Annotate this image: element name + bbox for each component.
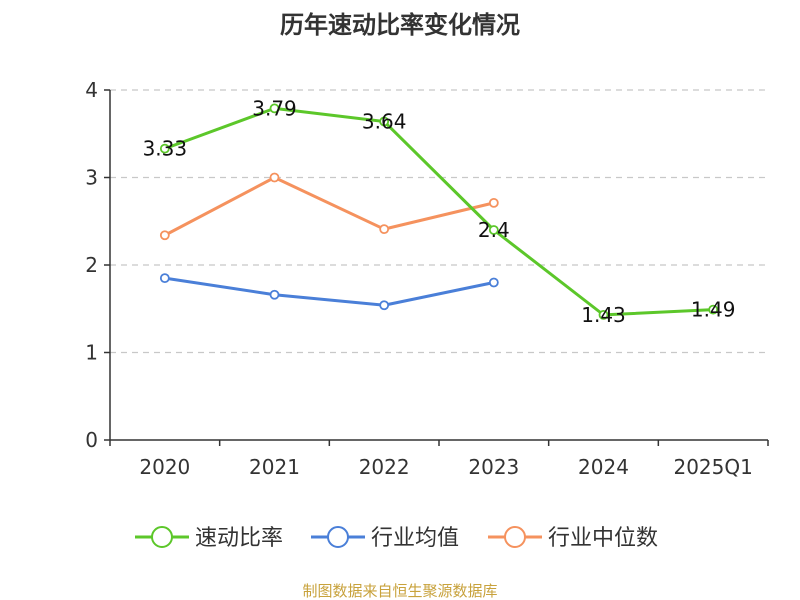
y-tick-label: 4 — [85, 78, 98, 102]
series-line-1 — [164, 276, 495, 307]
chart-title: 历年速动比率变化情况 — [280, 11, 520, 39]
data-point — [379, 116, 390, 127]
legend-label: 行业均值 — [371, 526, 459, 551]
data-point — [269, 103, 280, 114]
x-tick-label: 2024 — [578, 455, 629, 479]
data-point — [159, 143, 170, 154]
data-label: 3.79 — [252, 96, 297, 120]
data-point — [269, 172, 280, 183]
data-point — [488, 225, 499, 235]
legend-item-2[interactable]: 行业中位数 — [488, 526, 658, 551]
data-point — [379, 224, 390, 235]
legend-item-0[interactable]: 速动比率 — [135, 526, 283, 551]
legend: 速动比率 行业均值 行业中位数 — [135, 526, 658, 551]
data-point — [379, 300, 390, 311]
data-point — [488, 277, 499, 288]
series-line-0 — [164, 106, 714, 317]
data-point — [488, 197, 499, 208]
data-point — [159, 273, 170, 284]
y-tick-label: 3 — [85, 166, 98, 190]
data-labels: 3.33 3.79 3.64 2.4 1.43 1.49 — [143, 96, 736, 327]
data-label: 2.4 — [478, 218, 510, 242]
x-tick-label: 2025Q1 — [673, 455, 752, 479]
legend-marker — [151, 526, 173, 548]
legend-label: 行业中位数 — [548, 526, 658, 551]
y-tick-label: 2 — [85, 253, 98, 277]
legend-item-1[interactable]: 行业均值 — [311, 526, 459, 551]
data-label: 3.64 — [362, 110, 407, 134]
series-layer — [159, 103, 719, 320]
legend-marker — [327, 526, 349, 548]
x-tick-label: 2020 — [139, 455, 190, 479]
y-tick-label: 0 — [85, 428, 98, 452]
data-point — [159, 230, 170, 241]
x-tick-label: 2022 — [359, 455, 410, 479]
legend-marker — [504, 526, 526, 548]
data-point — [269, 289, 280, 300]
axes: 0 1 2 3 4 2020 2021 2022 2023 2024 2025Q1 — [85, 78, 769, 479]
data-point — [598, 309, 609, 320]
data-label: 3.33 — [143, 137, 188, 161]
legend-label: 速动比率 — [195, 526, 283, 551]
source-note: 制图数据来自恒生聚源数据库 — [302, 582, 497, 600]
x-tick-label: 2023 — [468, 455, 519, 479]
series-line-2 — [164, 176, 495, 237]
y-tick-label: 1 — [85, 341, 98, 365]
data-label: 1.49 — [691, 298, 736, 322]
data-point — [708, 304, 719, 315]
x-tick-label: 2021 — [249, 455, 300, 479]
data-label: 1.43 — [581, 303, 626, 327]
